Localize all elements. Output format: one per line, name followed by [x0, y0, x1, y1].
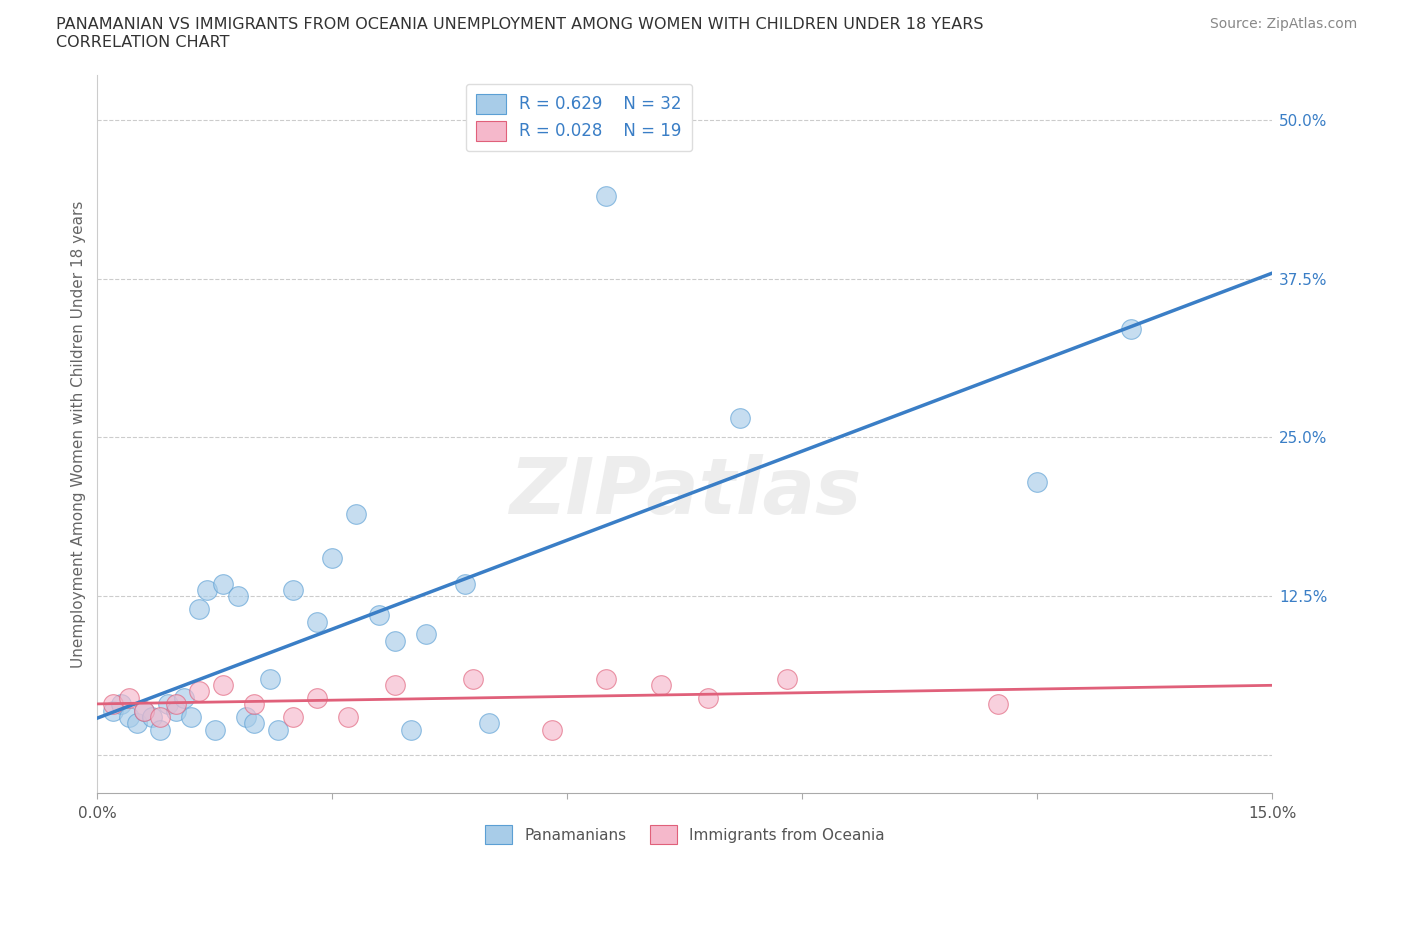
- Point: [211, 576, 233, 591]
- Point: [454, 576, 477, 591]
- Point: [101, 697, 124, 711]
- Point: [110, 697, 132, 711]
- Y-axis label: Unemployment Among Women with Children Under 18 years: Unemployment Among Women with Children U…: [72, 201, 86, 668]
- Point: [134, 703, 156, 718]
- Text: Source: ZipAtlas.com: Source: ZipAtlas.com: [1209, 17, 1357, 31]
- Point: [728, 411, 751, 426]
- Legend: Panamanians, Immigrants from Oceania: Panamanians, Immigrants from Oceania: [478, 819, 891, 850]
- Point: [650, 678, 672, 693]
- Point: [211, 678, 233, 693]
- Point: [283, 582, 305, 597]
- Point: [1121, 322, 1143, 337]
- Text: PANAMANIAN VS IMMIGRANTS FROM OCEANIA UNEMPLOYMENT AMONG WOMEN WITH CHILDREN UND: PANAMANIAN VS IMMIGRANTS FROM OCEANIA UN…: [56, 17, 984, 32]
- Point: [384, 633, 406, 648]
- Point: [987, 697, 1010, 711]
- Point: [156, 697, 179, 711]
- Point: [125, 716, 148, 731]
- Point: [399, 722, 422, 737]
- Point: [165, 703, 187, 718]
- Point: [463, 671, 485, 686]
- Point: [1026, 474, 1049, 489]
- Text: ZIPatlas: ZIPatlas: [509, 454, 860, 530]
- Point: [204, 722, 226, 737]
- Point: [283, 710, 305, 724]
- Point: [149, 710, 172, 724]
- Point: [188, 684, 211, 699]
- Point: [165, 697, 187, 711]
- Point: [149, 722, 172, 737]
- Point: [775, 671, 797, 686]
- Point: [118, 710, 141, 724]
- Point: [595, 189, 617, 204]
- Point: [235, 710, 257, 724]
- Point: [305, 614, 328, 629]
- Point: [415, 627, 437, 642]
- Point: [118, 690, 141, 705]
- Point: [321, 551, 343, 565]
- Point: [243, 716, 266, 731]
- Point: [697, 690, 720, 705]
- Point: [540, 722, 562, 737]
- Point: [134, 703, 156, 718]
- Point: [259, 671, 281, 686]
- Point: [243, 697, 266, 711]
- Point: [173, 690, 195, 705]
- Point: [595, 671, 617, 686]
- Text: CORRELATION CHART: CORRELATION CHART: [56, 35, 229, 50]
- Point: [101, 703, 124, 718]
- Point: [478, 716, 501, 731]
- Point: [180, 710, 202, 724]
- Point: [368, 608, 391, 623]
- Point: [266, 722, 288, 737]
- Point: [344, 506, 367, 521]
- Point: [384, 678, 406, 693]
- Point: [188, 602, 211, 617]
- Point: [305, 690, 328, 705]
- Point: [141, 710, 163, 724]
- Point: [337, 710, 360, 724]
- Point: [195, 582, 218, 597]
- Point: [228, 589, 250, 604]
